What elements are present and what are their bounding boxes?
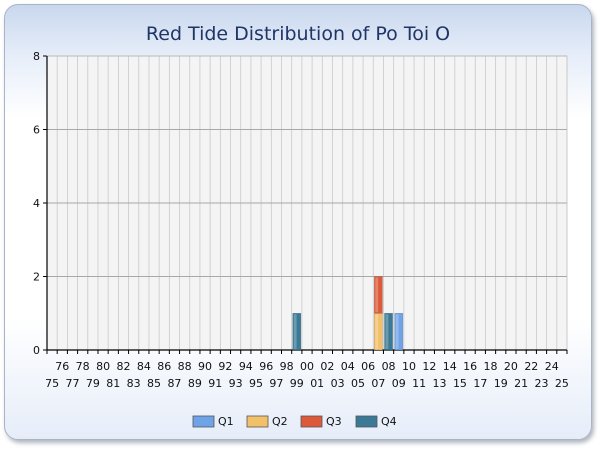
x-tick-label: 06 <box>361 360 375 373</box>
x-tick-label: 96 <box>259 360 273 373</box>
x-tick-label: 00 <box>300 360 314 373</box>
x-tick-label: 81 <box>106 377 120 390</box>
x-tick-label: 86 <box>157 360 171 373</box>
x-tick-label: 99 <box>290 377 304 390</box>
x-tick-label: 83 <box>127 377 141 390</box>
bar-highlight <box>395 314 399 349</box>
legend-item-q3: Q3 <box>300 415 342 428</box>
bar-q1-09 <box>394 313 404 351</box>
bar-q4-08 <box>384 313 393 351</box>
x-tick-label: 87 <box>167 377 181 390</box>
x-tick-label: 80 <box>96 360 110 373</box>
x-tick-label: 79 <box>86 377 100 390</box>
x-tick-label: 11 <box>412 377 426 390</box>
y-tick-label: 2 <box>33 271 40 284</box>
x-tick-label: 12 <box>422 360 436 373</box>
x-tick-label: 22 <box>524 360 538 373</box>
x-tick-label: 09 <box>392 377 406 390</box>
legend-swatch <box>246 415 269 428</box>
x-tick-label: 20 <box>504 360 518 373</box>
x-tick-label: 93 <box>229 377 243 390</box>
x-tick-label: 82 <box>116 360 130 373</box>
x-tick-label: 10 <box>402 360 416 373</box>
y-tick-label: 4 <box>33 197 40 210</box>
y-tick-label: 8 <box>33 50 40 63</box>
bar-q3-07 <box>374 276 383 314</box>
x-tick-label: 92 <box>218 360 232 373</box>
x-tick-label: 19 <box>494 377 508 390</box>
x-tick-label: 08 <box>382 360 396 373</box>
y-tick-label: 6 <box>33 124 40 137</box>
x-tick-label: 17 <box>473 377 487 390</box>
legend-swatch <box>192 415 215 428</box>
bar-highlight <box>293 314 297 349</box>
x-tick-label: 76 <box>55 360 69 373</box>
legend-label: Q2 <box>272 415 288 428</box>
plot-area: 0246875767778798081828384858687888990919… <box>33 50 569 390</box>
x-tick-label: 97 <box>269 377 283 390</box>
legend: Q1 Q2 Q3 Q4 <box>192 415 397 428</box>
x-tick-label: 02 <box>320 360 334 373</box>
x-tick-label: 24 <box>545 360 559 373</box>
x-tick-label: 15 <box>453 377 467 390</box>
x-tick-label: 25 <box>555 377 569 390</box>
bar-q4-99 <box>292 313 302 351</box>
x-tick-label: 07 <box>371 377 385 390</box>
x-tick-label: 84 <box>137 360 151 373</box>
x-tick-label: 77 <box>65 377 79 390</box>
y-tick-label: 0 <box>33 344 40 357</box>
x-tick-label: 14 <box>443 360 457 373</box>
x-tick-label: 94 <box>239 360 253 373</box>
x-tick-label: 85 <box>147 377 161 390</box>
x-tick-label: 05 <box>351 377 365 390</box>
legend-item-q1: Q1 <box>192 415 234 428</box>
x-tick-label: 78 <box>76 360 90 373</box>
legend-swatch <box>300 415 323 428</box>
x-tick-label: 21 <box>514 377 528 390</box>
x-tick-label: 75 <box>45 377 59 390</box>
legend-item-q2: Q2 <box>246 415 288 428</box>
x-tick-label: 88 <box>178 360 192 373</box>
x-tick-label: 13 <box>433 377 447 390</box>
legend-swatch <box>355 415 378 428</box>
x-tick-label: 91 <box>208 377 222 390</box>
bar-highlight <box>375 277 379 313</box>
x-tick-label: 16 <box>463 360 477 373</box>
legend-item-q4: Q4 <box>355 415 397 428</box>
x-tick-label: 03 <box>331 377 345 390</box>
legend-label: Q1 <box>218 415 234 428</box>
bar-highlight <box>375 314 379 349</box>
x-tick-label: 23 <box>535 377 549 390</box>
chart-title: Red Tide Distribution of Po Toi O <box>146 23 450 45</box>
legend-label: Q3 <box>326 415 342 428</box>
x-tick-label: 95 <box>249 377 263 390</box>
x-tick-label: 90 <box>198 360 212 373</box>
x-tick-label: 18 <box>484 360 498 373</box>
x-tick-label: 04 <box>341 360 355 373</box>
x-tick-label: 01 <box>310 377 324 390</box>
bar-highlight <box>385 314 389 349</box>
x-tick-label: 98 <box>280 360 294 373</box>
legend-label: Q4 <box>381 415 397 428</box>
x-tick-label: 89 <box>188 377 202 390</box>
